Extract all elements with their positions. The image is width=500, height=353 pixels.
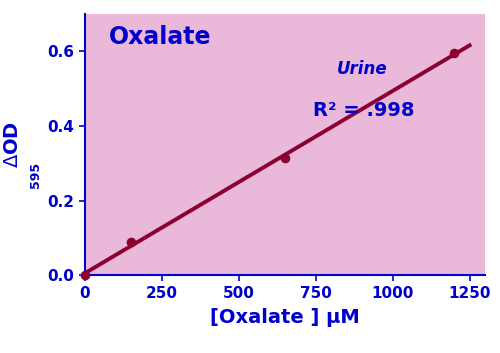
Point [127, 239, 135, 245]
Text: R² = .998: R² = .998 [313, 101, 414, 120]
Point [281, 155, 289, 161]
Text: Oxalate: Oxalate [109, 25, 212, 49]
Text: $\Delta$OD: $\Delta$OD [4, 121, 22, 168]
Text: 595: 595 [28, 162, 42, 189]
Text: Urine: Urine [337, 60, 388, 78]
Point [450, 50, 458, 56]
X-axis label: [Oxalate ] μM: [Oxalate ] μM [210, 308, 360, 327]
Point [81, 273, 89, 278]
